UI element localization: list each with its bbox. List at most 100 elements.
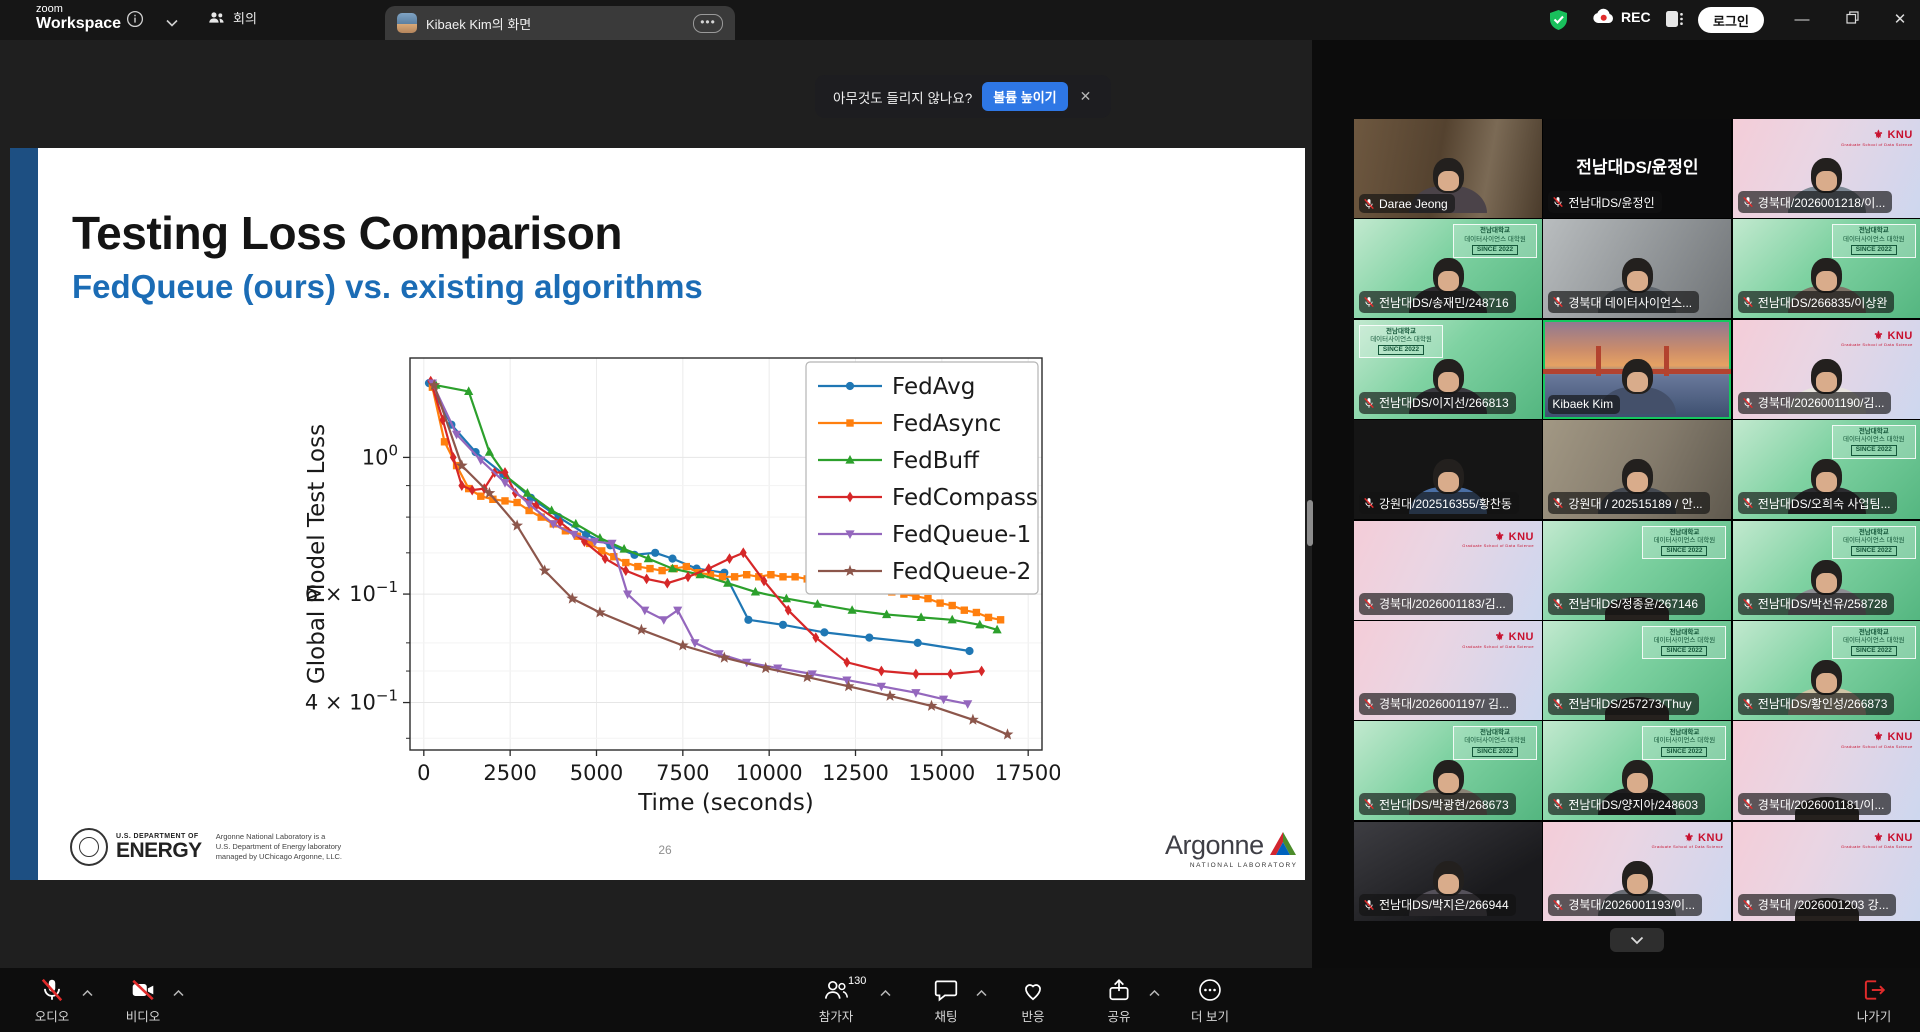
video-button[interactable]: 비디오 bbox=[105, 977, 181, 1025]
tab-more-icon[interactable]: ••• bbox=[693, 13, 723, 33]
audio-button[interactable]: 오디오 bbox=[14, 977, 90, 1025]
participant-tile[interactable]: ⚜ KNU Graduate School of Data Science 경북대/… bbox=[1732, 319, 1920, 419]
participant-tile[interactable]: 전남대학교 데이터사이언스 대학원 SINCE 2022 전남대DS/양지아/2486… bbox=[1543, 721, 1732, 821]
participant-tile[interactable]: 전남대학교 데이터사이언스 대학원 SINCE 2022 전남대DS/박광현/2686… bbox=[1354, 721, 1542, 821]
doe-caption: Argonne National Laboratory is a U.S. De… bbox=[215, 831, 343, 862]
participant-name: Kibaek Kim bbox=[1552, 397, 1614, 412]
university-badge: 전남대학교 데이터사이언스 대학원 SINCE 2022 bbox=[1359, 324, 1443, 359]
meeting-toolbar: 오디오 비디오 참가자 130 채팅 반응 공유 더 보기 나가기 bbox=[0, 968, 1920, 1032]
participant-tile[interactable]: 전남대학교 데이터사이언스 대학원 SINCE 2022 전남대DS/정종윤/2671… bbox=[1543, 520, 1732, 620]
screen-share-area: Testing Loss Comparison FedQueue (ours) … bbox=[0, 40, 1313, 968]
window-restore-button[interactable] bbox=[1838, 8, 1866, 32]
muted-mic-icon bbox=[1553, 297, 1564, 308]
university-badge: 전남대학교 데이터사이언스 대학원 SINCE 2022 bbox=[1642, 726, 1727, 760]
participant-tile[interactable]: ⚜ KNU Graduate School of Data Science 경북대 … bbox=[1732, 821, 1920, 921]
chevron-down-icon[interactable] bbox=[166, 14, 178, 32]
window-minimize-button[interactable]: — bbox=[1794, 11, 1810, 28]
participant-tile[interactable]: 전남대DS/윤정인 전남대DS/윤정인 bbox=[1543, 119, 1732, 218]
participant-tile[interactable]: 강원대 / 202515189 / 안... bbox=[1543, 420, 1732, 520]
audio-menu-chevron[interactable] bbox=[82, 984, 93, 1002]
participant-name: 전남대DS/황인성/266873 bbox=[1757, 697, 1888, 712]
participant-tile[interactable]: Kibaek Kim bbox=[1543, 319, 1732, 419]
muted-mic-icon bbox=[1364, 598, 1374, 609]
participant-name: 전남대DS/266835/이상완 bbox=[1757, 295, 1888, 310]
muted-mic-icon bbox=[1742, 196, 1753, 208]
muted-mic-icon bbox=[1742, 598, 1753, 609]
tab-screen-share[interactable]: Kibaek Kim의 화면 ••• bbox=[385, 6, 735, 40]
participant-tile[interactable]: ⚜ KNU Graduate School of Data Science 경북대/… bbox=[1543, 821, 1732, 921]
security-shield-icon[interactable] bbox=[1548, 9, 1569, 36]
participant-name: 강원대/202516355/황찬동 bbox=[1379, 496, 1512, 511]
muted-mic-icon bbox=[1364, 799, 1374, 810]
people-icon bbox=[209, 12, 224, 23]
participant-name: 전남대DS/257273/Thuy bbox=[1568, 697, 1692, 712]
doe-energy-text: ENERGY bbox=[116, 839, 202, 862]
participant-nameplate: 경북대/2026001197/ 김... bbox=[1359, 692, 1517, 715]
participants-count: 130 bbox=[848, 975, 867, 987]
chat-menu-chevron[interactable] bbox=[976, 984, 987, 1002]
svg-text:FedBuff: FedBuff bbox=[892, 448, 980, 474]
argonne-sub: NATIONAL LABORATORY bbox=[1189, 862, 1298, 869]
svg-text:7500: 7500 bbox=[656, 761, 709, 785]
participant-name: 전남대DS/오희숙 사업팀... bbox=[1757, 496, 1891, 511]
share-menu-chevron[interactable] bbox=[1149, 984, 1160, 1002]
participant-tile[interactable]: 전남대학교 데이터사이언스 대학원 SINCE 2022 전남대DS/257273/T… bbox=[1543, 620, 1732, 720]
muted-mic-icon bbox=[1553, 498, 1564, 509]
gallery-collapse-button[interactable] bbox=[1610, 928, 1664, 952]
info-icon[interactable] bbox=[126, 10, 144, 33]
participant-nameplate: 전남대DS/윤정인 bbox=[1548, 191, 1662, 213]
participant-tile[interactable]: 전남대학교 데이터사이언스 대학원 SINCE 2022 전남대DS/오희숙 사업팀.… bbox=[1732, 420, 1920, 520]
participant-tile[interactable]: 전남대학교 데이터사이언스 대학원 SINCE 2022 전남대DS/박선유/2587… bbox=[1732, 520, 1920, 620]
participant-tile[interactable]: 강원대/202516355/황찬동 bbox=[1354, 420, 1542, 520]
more-button[interactable]: 더 보기 bbox=[1172, 977, 1248, 1025]
university-badge: 전남대학교 데이터사이언스 대학원 SINCE 2022 bbox=[1831, 625, 1916, 660]
leave-icon bbox=[1864, 980, 1886, 1000]
leave-button[interactable]: 나가기 bbox=[1836, 977, 1912, 1025]
knu-logo: ⚜ KNU Graduate School of Data Science bbox=[1841, 329, 1913, 348]
participant-tile[interactable]: 전남대학교 데이터사이언스 대학원 SINCE 2022 전남대DS/황인성/2668… bbox=[1732, 620, 1920, 720]
participant-nameplate: 경북대/2026001218/이... bbox=[1737, 191, 1893, 213]
raise-volume-button[interactable]: 볼륨 높이기 bbox=[982, 82, 1068, 111]
university-badge: 전남대학교 데이터사이언스 대학원 SINCE 2022 bbox=[1453, 224, 1537, 258]
tab-meeting[interactable]: 회의 bbox=[208, 8, 257, 27]
participant-name: 전남대DS/박지은/266944 bbox=[1379, 898, 1509, 913]
participant-video-person bbox=[1591, 358, 1683, 419]
participant-nameplate: 강원대 / 202515189 / 안... bbox=[1548, 492, 1710, 515]
share-screen-button[interactable]: 공유 bbox=[1081, 977, 1157, 1025]
participant-gallery: Darae Jeong 전남대DS/윤정인 전남대DS/윤정인 ⚜ KNU Gradua… bbox=[1354, 119, 1920, 921]
share-label: 공유 bbox=[1107, 1010, 1131, 1024]
layout-panel-icon[interactable] bbox=[1664, 8, 1686, 35]
slide-page-number: 26 bbox=[658, 843, 672, 857]
participant-tile[interactable]: ⚜ KNU Graduate School of Data Science 경북대/… bbox=[1354, 520, 1542, 620]
muted-mic-icon bbox=[1553, 598, 1564, 609]
participants-button[interactable]: 참가자 bbox=[798, 977, 874, 1025]
banner-close-icon[interactable]: ✕ bbox=[1079, 88, 1092, 104]
svg-text:100: 100 bbox=[362, 441, 398, 469]
participant-tile[interactable]: 경북대 데이터사이언스... bbox=[1543, 219, 1732, 319]
video-menu-chevron[interactable] bbox=[173, 984, 184, 1002]
participant-tile[interactable]: ⚜ KNU Graduate School of Data Science 경북대/… bbox=[1732, 721, 1920, 821]
participant-tile[interactable]: 전남대학교 데이터사이언스 대학원 SINCE 2022 전남대DS/266835/이… bbox=[1732, 219, 1920, 319]
window-close-button[interactable]: ✕ bbox=[1893, 11, 1907, 28]
participant-tile[interactable]: 전남대DS/박지은/266944 bbox=[1354, 821, 1542, 921]
zoom-workspace-logo: zoom Workspace bbox=[36, 3, 121, 32]
participant-name: 경북대 데이터사이언스... bbox=[1568, 295, 1693, 310]
recording-indicator[interactable]: REC bbox=[1592, 8, 1651, 25]
participant-tile[interactable]: 전남대학교 데이터사이언스 대학원 SINCE 2022 전남대DS/송재민/2487… bbox=[1354, 219, 1542, 319]
participant-name: 경북대 /2026001203 강... bbox=[1757, 898, 1889, 913]
login-button[interactable]: 로그인 bbox=[1698, 7, 1764, 33]
reactions-button[interactable]: 반응 bbox=[995, 977, 1071, 1025]
svg-text:12500: 12500 bbox=[822, 761, 889, 785]
participant-tile[interactable]: ⚜ KNU Graduate School of Data Science 경북대/… bbox=[1354, 620, 1542, 720]
panel-resize-handle[interactable] bbox=[1307, 500, 1313, 546]
participant-nameplate: 경북대 /2026001203 강... bbox=[1737, 893, 1896, 916]
participant-tile[interactable]: Darae Jeong bbox=[1354, 119, 1542, 218]
cloud-rec-icon bbox=[1593, 8, 1613, 23]
participant-tile[interactable]: ⚜ KNU Graduate School of Data Science 경북대/… bbox=[1732, 119, 1920, 218]
participant-nameplate: 전남대DS/박선유/258728 bbox=[1737, 592, 1895, 615]
svg-text:FedCompass: FedCompass bbox=[892, 485, 1038, 511]
participants-menu-chevron[interactable] bbox=[880, 984, 891, 1002]
participant-tile[interactable]: 전남대학교 데이터사이언스 대학원 SINCE 2022 전남대DS/이지선/2668… bbox=[1354, 319, 1542, 419]
chat-button[interactable]: 채팅 bbox=[908, 977, 984, 1025]
participant-name: 경북대/2026001218/이... bbox=[1757, 195, 1886, 210]
